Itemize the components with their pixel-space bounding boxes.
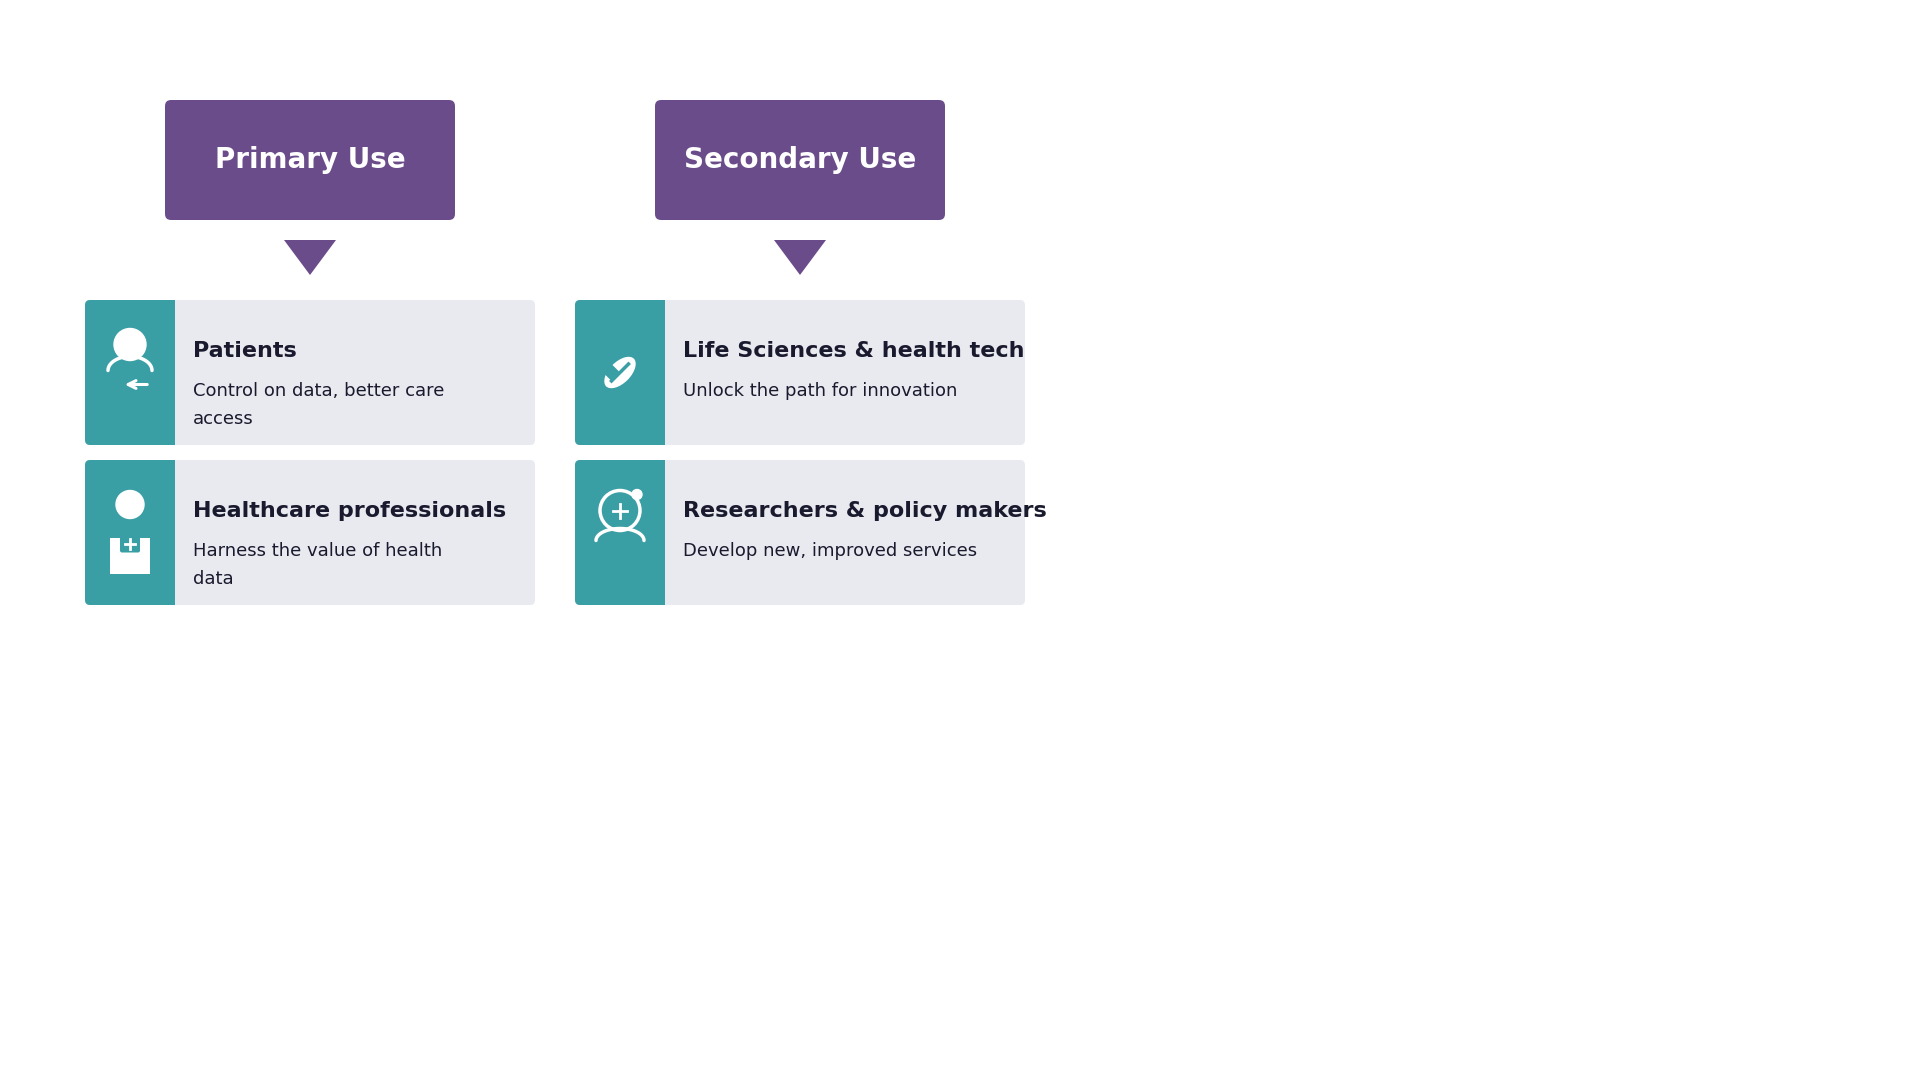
- FancyBboxPatch shape: [84, 300, 536, 445]
- Circle shape: [113, 328, 146, 361]
- Bar: [131, 300, 175, 445]
- FancyBboxPatch shape: [574, 300, 664, 445]
- FancyBboxPatch shape: [119, 535, 140, 553]
- FancyBboxPatch shape: [84, 300, 175, 445]
- Text: Control on data, better care: Control on data, better care: [194, 382, 444, 401]
- Text: Patients: Patients: [194, 341, 298, 361]
- Text: Harness the value of health: Harness the value of health: [194, 542, 442, 561]
- Text: Unlock the path for innovation: Unlock the path for innovation: [684, 382, 958, 401]
- Text: data: data: [194, 570, 234, 588]
- Text: Life Sciences & health tech: Life Sciences & health tech: [684, 341, 1025, 361]
- Ellipse shape: [603, 355, 637, 390]
- Bar: [620, 460, 664, 605]
- Text: Primary Use: Primary Use: [215, 146, 405, 174]
- FancyBboxPatch shape: [84, 460, 175, 605]
- Bar: [131, 460, 175, 605]
- Polygon shape: [284, 240, 336, 275]
- FancyBboxPatch shape: [574, 300, 1025, 445]
- Circle shape: [115, 490, 144, 518]
- Circle shape: [632, 489, 641, 499]
- Polygon shape: [774, 240, 826, 275]
- Text: Develop new, improved services: Develop new, improved services: [684, 542, 977, 561]
- Text: Secondary Use: Secondary Use: [684, 146, 916, 174]
- Text: access: access: [194, 410, 253, 428]
- FancyBboxPatch shape: [574, 460, 1025, 605]
- Bar: [620, 300, 664, 445]
- FancyBboxPatch shape: [655, 100, 945, 220]
- Text: Healthcare professionals: Healthcare professionals: [194, 501, 507, 521]
- Text: Researchers & policy makers: Researchers & policy makers: [684, 501, 1046, 521]
- FancyBboxPatch shape: [84, 460, 536, 605]
- FancyBboxPatch shape: [165, 100, 455, 220]
- FancyBboxPatch shape: [574, 460, 664, 605]
- Bar: [109, 538, 150, 573]
- Ellipse shape: [603, 355, 637, 390]
